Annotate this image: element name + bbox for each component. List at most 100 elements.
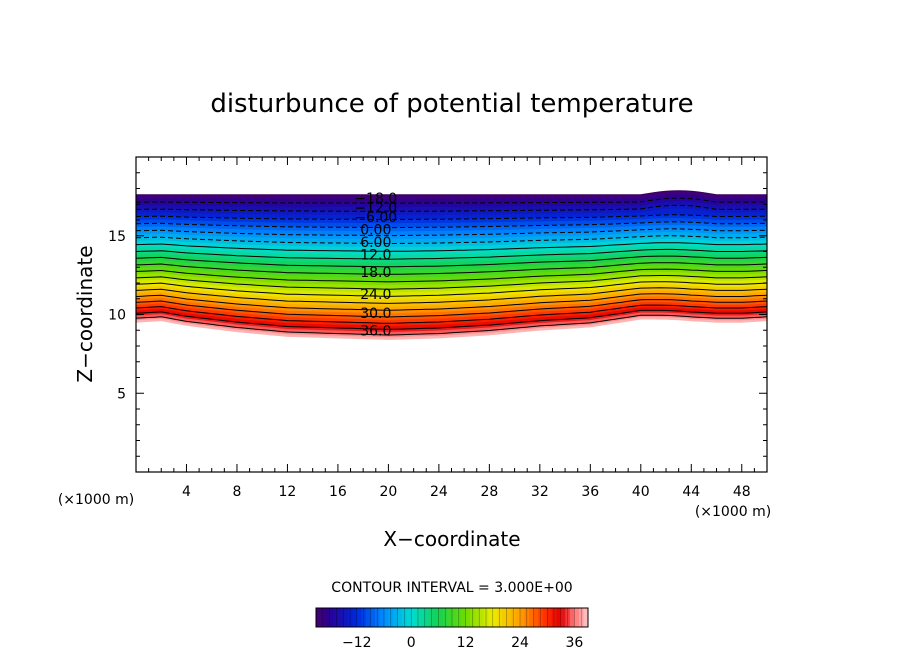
x-tick-label: 32 bbox=[531, 484, 549, 500]
y-axis: 5 10 15 bbox=[108, 172, 767, 457]
contour-label: −12.0 bbox=[354, 200, 397, 216]
colorbar-segment bbox=[560, 608, 566, 627]
contour-line bbox=[136, 293, 767, 311]
colorbar-segment bbox=[343, 608, 349, 627]
colorbar-segment bbox=[529, 608, 534, 627]
x-tick-label: 16 bbox=[329, 484, 347, 500]
y-tick-label: 10 bbox=[108, 308, 126, 324]
colorbar-segment bbox=[556, 608, 562, 627]
colorbar-segment bbox=[574, 608, 580, 627]
colorbar-segment bbox=[438, 608, 444, 627]
contour-line bbox=[136, 235, 767, 245]
colorbar-segment bbox=[420, 608, 426, 627]
contour-line bbox=[136, 204, 767, 212]
colorbar-segment bbox=[329, 608, 335, 627]
colorbar-segment bbox=[520, 608, 525, 627]
x-tick-label: 28 bbox=[480, 484, 498, 500]
contour-line bbox=[136, 268, 767, 283]
y-tick-label: 5 bbox=[117, 386, 126, 402]
colorbar-segment bbox=[411, 608, 417, 627]
contour-line bbox=[136, 221, 767, 229]
contour-line bbox=[136, 287, 767, 304]
colorbar-segment bbox=[547, 608, 553, 627]
contour-line bbox=[136, 314, 767, 336]
contour-line bbox=[136, 255, 767, 268]
contour-line bbox=[136, 299, 767, 318]
x-tick-label: 24 bbox=[430, 484, 448, 500]
colorbar-segment bbox=[501, 608, 507, 627]
colorbar-segment bbox=[447, 608, 453, 627]
colorbar-tick-label: 0 bbox=[407, 635, 416, 651]
colorbar-segment bbox=[424, 608, 430, 627]
colorbar-segment bbox=[461, 608, 466, 627]
x-tick-label: 48 bbox=[733, 484, 751, 500]
colorbar-segment bbox=[316, 608, 321, 627]
contour-line bbox=[136, 248, 767, 260]
colorbar-segment bbox=[397, 608, 403, 627]
colorbar-segment bbox=[515, 608, 521, 627]
contour-line bbox=[136, 309, 767, 330]
x-tick-label: 8 bbox=[232, 484, 241, 500]
x-tick-label: 40 bbox=[632, 484, 650, 500]
colorbar-segment bbox=[479, 608, 485, 627]
colorbar-segment bbox=[338, 608, 344, 627]
colorbar-tick-label: 24 bbox=[511, 635, 529, 651]
contour-line bbox=[136, 304, 767, 324]
y-tick-label: 15 bbox=[108, 229, 126, 245]
x-tick-label: 4 bbox=[182, 484, 191, 500]
contour-label: −18.0 bbox=[354, 191, 397, 207]
contour-label: 0.00 bbox=[360, 222, 391, 238]
colorbar-segment bbox=[433, 608, 439, 627]
chart-title: disturbunce of potential temperature bbox=[210, 89, 693, 119]
colorbar-segment bbox=[370, 608, 376, 627]
x-unit-right: (×1000 m) bbox=[695, 504, 771, 520]
contour-line bbox=[136, 242, 767, 252]
contour-label: 30.0 bbox=[360, 306, 391, 322]
contour-line bbox=[136, 228, 767, 237]
x-axis: 4 8 12 16 20 24 28 32 36 40 44 48 bbox=[148, 157, 755, 500]
colorbar-segment bbox=[352, 608, 358, 627]
colorbar-segment bbox=[406, 608, 412, 627]
colorbar-segment bbox=[379, 608, 385, 627]
colorbar-segment bbox=[356, 608, 362, 627]
colorbar-segment bbox=[365, 608, 371, 627]
x-tick-label: 20 bbox=[379, 484, 397, 500]
colorbar-segment bbox=[325, 608, 330, 627]
x-unit-left: (×1000 m) bbox=[58, 492, 134, 508]
contour-top-outline bbox=[136, 190, 767, 196]
colorbar-tick-label: 12 bbox=[457, 635, 475, 651]
colorbar: −12 0 12 24 36 bbox=[315, 607, 589, 651]
contour-band bbox=[136, 317, 767, 341]
colorbar-segment bbox=[569, 608, 575, 627]
x-tick-label: 36 bbox=[581, 484, 599, 500]
colorbar-segment bbox=[465, 608, 471, 627]
contour-label: 24.0 bbox=[360, 287, 391, 303]
contour-lines bbox=[136, 190, 767, 336]
colorbar-segment bbox=[488, 608, 494, 627]
colorbar-segment bbox=[492, 608, 498, 627]
colorbar-segment bbox=[474, 608, 480, 627]
colorbar-frame bbox=[315, 607, 589, 628]
contour-line bbox=[136, 275, 767, 290]
y-axis-label: Z−coordinate bbox=[73, 245, 97, 382]
colorbar-segment bbox=[384, 608, 389, 627]
x-axis-label: X−coordinate bbox=[383, 527, 520, 551]
contour-label: 12.0 bbox=[360, 248, 391, 264]
colorbar-segment bbox=[393, 608, 398, 627]
contour-line bbox=[136, 281, 767, 297]
x-tick-label: 12 bbox=[279, 484, 297, 500]
colorbar-segment bbox=[533, 608, 539, 627]
x-tick-label: 44 bbox=[682, 484, 700, 500]
colorbar-segment bbox=[452, 608, 457, 627]
colorbar-tick-label: 36 bbox=[565, 635, 583, 651]
contour-label: 18.0 bbox=[360, 265, 391, 281]
colorbar-tick-label: −12 bbox=[342, 635, 372, 651]
contour-label: −6.00 bbox=[354, 210, 397, 226]
contour-line bbox=[136, 197, 767, 204]
colorbar-segment bbox=[506, 608, 512, 627]
contour-label: 6.00 bbox=[360, 235, 391, 251]
contour-label: 36.0 bbox=[360, 323, 391, 339]
contour-line bbox=[136, 214, 767, 220]
